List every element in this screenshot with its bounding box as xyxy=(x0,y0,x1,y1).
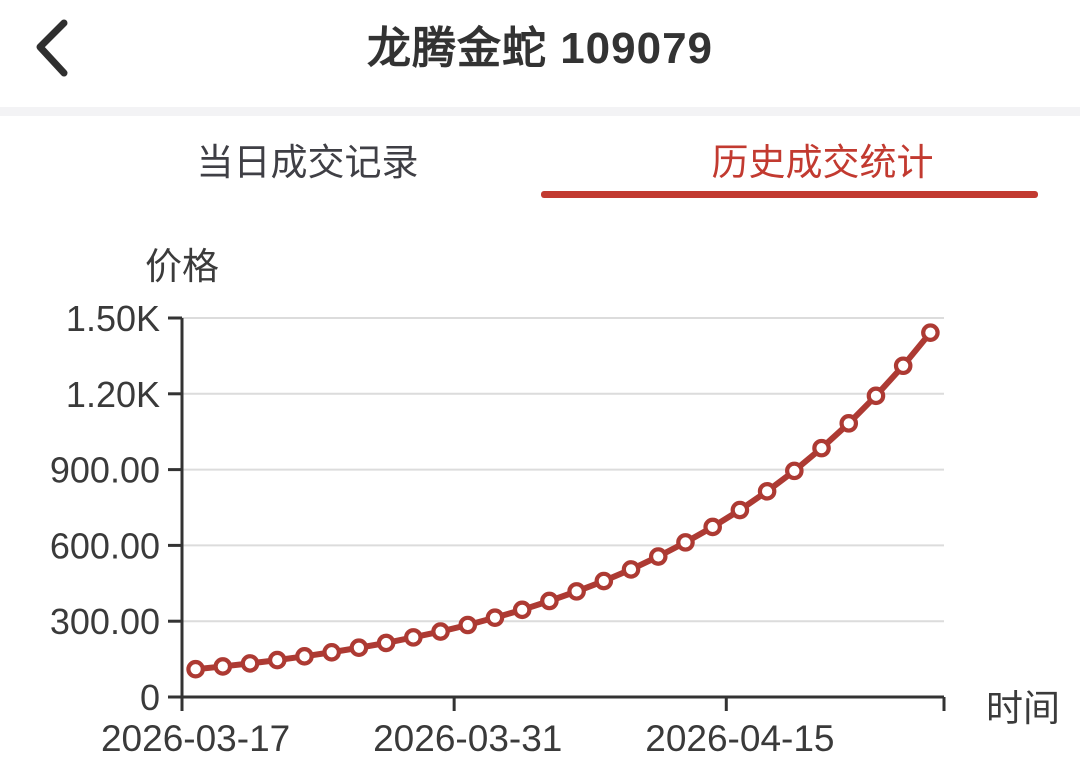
data-point-marker xyxy=(295,647,314,666)
tab-history-stats[interactable]: 历史成交统计 xyxy=(565,118,1080,200)
y-tick-label: 900.00 xyxy=(50,450,160,491)
data-point-marker xyxy=(186,659,205,679)
data-point-marker xyxy=(349,638,369,658)
data-point-marker xyxy=(322,642,341,662)
data-point-marker xyxy=(676,533,695,552)
data-point-marker xyxy=(567,582,586,601)
data-point-marker xyxy=(785,461,804,481)
data-point-marker xyxy=(240,654,260,673)
y-tick-label: 1.20K xyxy=(66,374,160,415)
data-point-marker xyxy=(540,591,559,611)
x-tick-label: 2026-04-15 xyxy=(645,718,834,759)
back-button[interactable] xyxy=(22,10,82,86)
price-line xyxy=(192,329,934,673)
x-axis-title: 时间 xyxy=(986,688,1060,729)
data-point-marker xyxy=(512,600,532,620)
data-point-marker xyxy=(893,356,913,376)
data-point-marker xyxy=(376,633,396,653)
data-point-marker xyxy=(213,657,233,676)
y-axis-title: 价格 xyxy=(145,246,219,287)
data-point-marker xyxy=(404,628,423,647)
data-point-marker xyxy=(621,560,641,579)
data-point-marker xyxy=(812,438,831,458)
y-tick-label: 0 xyxy=(140,677,160,718)
x-tick-label: 2026-03-17 xyxy=(101,718,290,759)
data-point-marker xyxy=(703,517,722,537)
data-point-marker xyxy=(594,571,614,591)
page-title: 龙腾金蛇 109079 xyxy=(366,24,714,73)
data-point-marker xyxy=(458,615,478,635)
data-point-marker xyxy=(866,386,886,406)
y-tick-label: 1.50K xyxy=(66,298,160,339)
data-point-marker xyxy=(431,622,450,641)
x-tick-label: 2026-03-31 xyxy=(373,718,562,759)
data-point-marker xyxy=(485,608,505,627)
tab-today-records-label: 当日成交记录 xyxy=(196,142,419,183)
y-tick-label: 300.00 xyxy=(50,601,160,642)
data-point-marker xyxy=(921,323,940,342)
data-point-marker xyxy=(648,547,668,566)
tab-history-stats-label: 历史成交统计 xyxy=(711,142,934,183)
data-point-marker xyxy=(839,414,859,433)
y-tick-label: 600.00 xyxy=(50,525,160,566)
active-tab-underline xyxy=(541,191,1038,198)
header-divider xyxy=(0,107,1080,116)
data-point-marker xyxy=(267,650,287,670)
tab-today-records[interactable]: 当日成交记录 xyxy=(0,118,565,200)
header: 龙腾金蛇 109079 xyxy=(0,0,1080,107)
price-history-chart[interactable]: 0 300.00 600.00 900.00 1.20K 1.50K 2026-03-17 2… xyxy=(0,220,1080,782)
data-point-marker xyxy=(757,482,777,501)
tab-bar: 当日成交记录 历史成交统计 xyxy=(0,118,1080,200)
chevron-left-icon xyxy=(36,19,68,77)
data-point-marker xyxy=(730,500,750,520)
